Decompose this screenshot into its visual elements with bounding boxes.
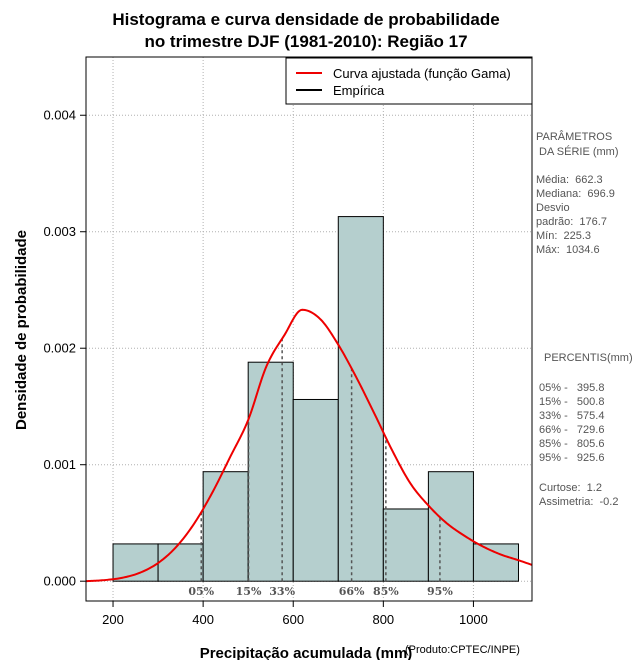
- histogram-bar-0: [112, 543, 159, 582]
- y-tick-label-3: 0.003: [43, 224, 76, 239]
- percentile-85: 85% - 805.6: [539, 438, 604, 450]
- stat-min: Mín: 225.3: [536, 230, 591, 242]
- percentiles-heading: PERCENTIS(mm): [544, 352, 633, 364]
- legend-curve-label: Curva ajustada (função Gama): [333, 66, 511, 81]
- histogram-bar-3: [247, 361, 294, 582]
- stat-max: Máx: 1034.6: [536, 244, 600, 256]
- percentile-label-1: 15%: [236, 585, 262, 598]
- y-tick-label-2: 0.002: [43, 341, 76, 356]
- chart-title: Histograma e curva densidade de probabil…: [112, 10, 499, 51]
- stat-kurtosis: Curtose: 1.2: [539, 482, 602, 494]
- percentile-label-2: 33%: [269, 585, 295, 598]
- legend: Curva ajustada (função Gama) Empírica: [285, 57, 533, 105]
- x-tick-label-3: 800: [372, 612, 394, 627]
- x-tick-label-2: 600: [282, 612, 304, 627]
- y-tick-label-4: 0.004: [43, 108, 76, 123]
- percentile-66: 66% - 729.6: [539, 424, 604, 436]
- x-axis-label: Precipitação acumulada (mm): [200, 645, 413, 660]
- percentiles-panel: PERCENTIS(mm) 05% - 395.8 15% - 500.8 33…: [539, 352, 633, 508]
- histogram-bar-2: [202, 471, 249, 582]
- x-tick-label-1: 400: [192, 612, 214, 627]
- fitted-curve: [85, 308, 533, 583]
- percentile-label-3: 66%: [339, 585, 365, 598]
- histogram-bar-8: [472, 543, 519, 582]
- percentile-15: 15% - 500.8: [539, 396, 604, 408]
- parameters-heading-line-1: PARÂMETROS: [536, 130, 612, 143]
- legend-empirical-label: Empírica: [333, 83, 385, 98]
- x-tick-label-0: 200: [102, 612, 124, 627]
- axes: 200 400 600 800 1000 0.000 0.001 0.002 0.003 0.00…: [43, 108, 487, 627]
- percentile-label-5: 95%: [427, 585, 453, 598]
- histogram-bar-1: [157, 543, 204, 582]
- y-tick-label-0: 0.000: [43, 574, 76, 589]
- product-credit: (Produto:CPTEC/INPE): [405, 644, 520, 656]
- percentile-33: 33% - 575.4: [539, 410, 604, 422]
- stat-skewness: Assimetria: -0.2: [539, 496, 618, 508]
- stat-median: Mediana: 696.9: [536, 188, 615, 200]
- percentile-label-0: 05%: [188, 585, 214, 598]
- parameters-heading-line-2: DA SÉRIE (mm): [536, 145, 619, 158]
- y-axis-label: Densidade de probabilidade: [13, 230, 30, 430]
- histogram-bar-5: [337, 216, 384, 582]
- series-parameters-panel: PARÂMETROS DA SÉRIE (mm) Média: 662.3 Me…: [536, 130, 619, 256]
- percentile-label-4: 85%: [373, 585, 399, 598]
- histogram-bars: [112, 216, 519, 582]
- gamma-curve-line: [85, 308, 533, 583]
- percentile-95: 95% - 925.6: [539, 452, 604, 464]
- y-tick-label-1: 0.001: [43, 457, 76, 472]
- histogram-bar-6: [382, 508, 429, 582]
- histogram-bar-4: [292, 398, 339, 582]
- stat-stddev-label: Desvio: [536, 202, 570, 214]
- legend-box: [285, 57, 533, 105]
- percentile-lines: [200, 338, 441, 582]
- stat-mean: Média: 662.3: [536, 174, 603, 186]
- chart-title-line-1: Histograma e curva densidade de probabil…: [112, 10, 499, 29]
- percentile-labels: 05% 15% 33% 66% 85% 95%: [188, 585, 453, 598]
- percentile-05: 05% - 395.8: [539, 382, 604, 394]
- x-tick-label-4: 1000: [459, 612, 488, 627]
- chart-title-line-2: no trimestre DJF (1981-2010): Região 17: [144, 32, 467, 51]
- stat-stddev-value: padrão: 176.7: [536, 216, 607, 228]
- plot-frame: [85, 56, 533, 602]
